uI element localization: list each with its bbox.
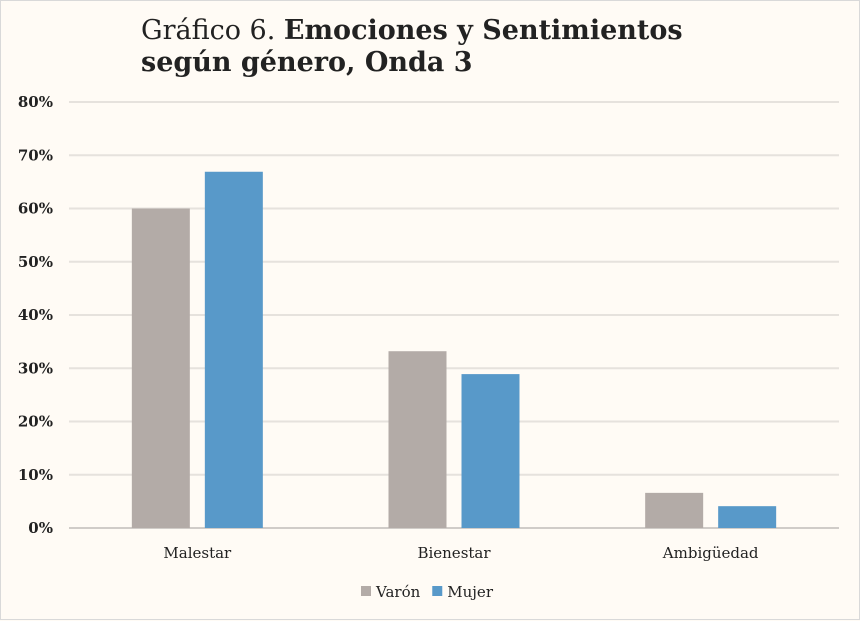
y-tick-label: 70% bbox=[18, 146, 53, 164]
legend-label: Mujer bbox=[447, 583, 494, 601]
y-tick-label: 0% bbox=[28, 519, 53, 537]
legend-swatch bbox=[361, 586, 371, 596]
legend-swatch bbox=[432, 586, 443, 596]
y-tick-label: 30% bbox=[18, 359, 53, 377]
bar-varón-malestar bbox=[131, 208, 190, 528]
bar-mujer-bienestar bbox=[461, 374, 520, 528]
title-main: Emociones y Sentimientos según género, O… bbox=[141, 15, 683, 78]
y-tick-label: 10% bbox=[18, 466, 53, 484]
y-tick-label: 40% bbox=[18, 306, 53, 324]
y-tick-label: 80% bbox=[18, 93, 53, 111]
x-tick-label: Bienestar bbox=[417, 544, 491, 562]
y-tick-label: 50% bbox=[18, 253, 53, 271]
bar-varón-ambigüedad bbox=[645, 492, 704, 528]
bar-mujer-ambigüedad bbox=[718, 506, 777, 528]
x-tick-label: Malestar bbox=[163, 544, 232, 562]
y-tick-label: 60% bbox=[18, 200, 53, 218]
bar-mujer-malestar bbox=[204, 171, 263, 528]
x-tick-label: Ambigüedad bbox=[662, 544, 759, 562]
legend-label: Varón bbox=[375, 583, 421, 601]
title-prefix: Gráfico 6. bbox=[141, 15, 276, 46]
y-tick-label: 20% bbox=[18, 413, 53, 431]
bar-varón-bienestar bbox=[388, 351, 447, 528]
chart-title: Gráfico 6. Emociones y Sentimientos segú… bbox=[141, 15, 781, 79]
